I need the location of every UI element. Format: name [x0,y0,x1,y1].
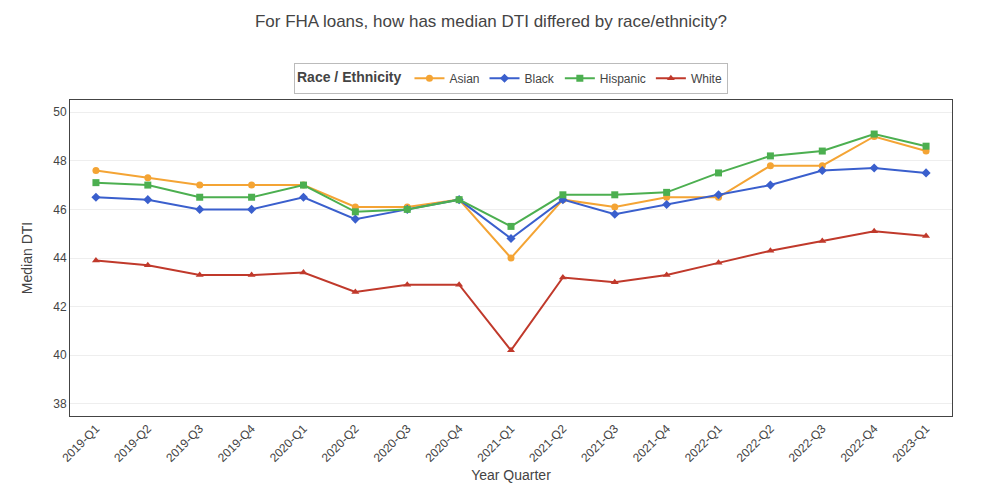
svg-text:2021-Q4: 2021-Q4 [630,422,673,465]
svg-text:2021-Q3: 2021-Q3 [578,422,621,465]
svg-text:2022-Q1: 2022-Q1 [682,422,725,465]
svg-text:42: 42 [53,300,67,314]
svg-text:38: 38 [53,397,67,411]
svg-text:2020-Q1: 2020-Q1 [267,422,310,465]
svg-text:White: White [691,72,722,86]
svg-text:Year Quarter: Year Quarter [471,467,551,483]
svg-text:2023-Q1: 2023-Q1 [890,422,933,465]
svg-text:46: 46 [53,203,67,217]
svg-text:2020-Q4: 2020-Q4 [423,422,466,465]
svg-text:2020-Q3: 2020-Q3 [371,422,414,465]
svg-text:40: 40 [53,348,67,362]
svg-text:Median DTI: Median DTI [19,222,35,294]
svg-text:2019-Q1: 2019-Q1 [59,422,102,465]
svg-text:2022-Q4: 2022-Q4 [838,422,881,465]
svg-text:Black: Black [525,72,555,86]
svg-text:2019-Q2: 2019-Q2 [111,422,154,465]
svg-text:Asian: Asian [449,72,479,86]
svg-text:44: 44 [53,251,67,265]
svg-text:50: 50 [53,105,67,119]
svg-text:2020-Q2: 2020-Q2 [319,422,362,465]
svg-text:Hispanic: Hispanic [600,72,646,86]
svg-text:Race / Ethnicity: Race / Ethnicity [297,69,401,85]
svg-text:2022-Q3: 2022-Q3 [786,422,829,465]
svg-text:48: 48 [53,154,67,168]
svg-text:2021-Q2: 2021-Q2 [526,422,569,465]
svg-text:For FHA loans, how has median: For FHA loans, how has median DTI differ… [255,12,727,31]
svg-text:2021-Q1: 2021-Q1 [474,422,517,465]
svg-text:2019-Q3: 2019-Q3 [163,422,206,465]
svg-text:2022-Q2: 2022-Q2 [734,422,777,465]
svg-text:2019-Q4: 2019-Q4 [215,422,258,465]
